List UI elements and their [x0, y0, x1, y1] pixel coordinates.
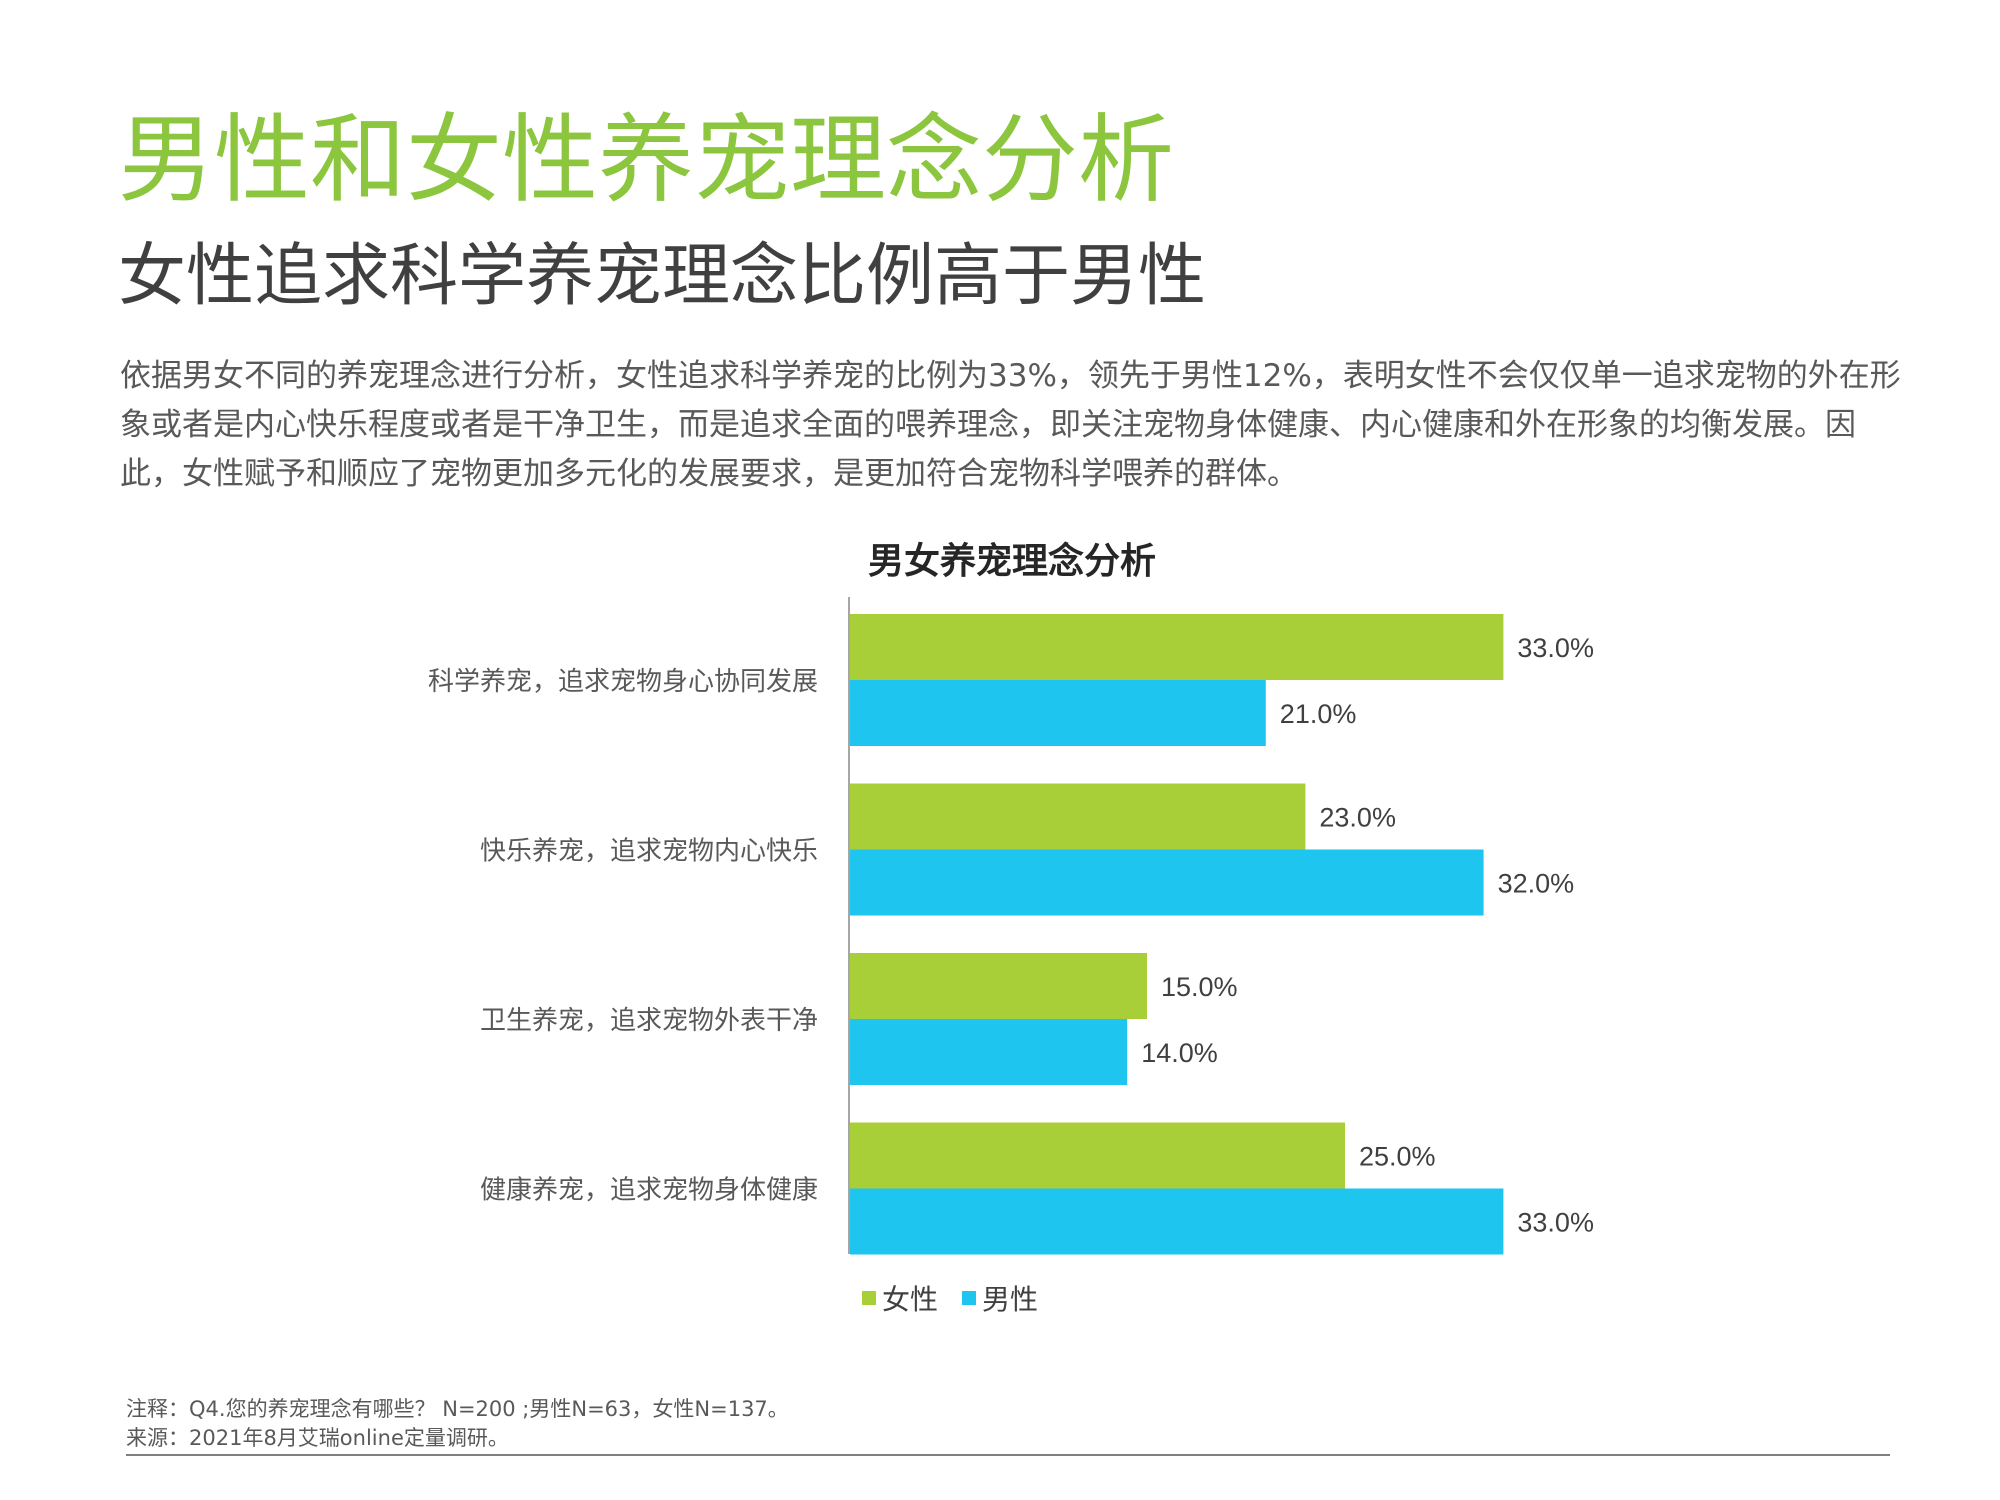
data-label-female: 33.0% — [1517, 633, 1594, 663]
bar-male — [850, 1019, 1128, 1085]
source-text: 来源：2021年8月艾瑞online定量调研。 — [126, 1426, 509, 1450]
category-label: 科学养宠，追求宠物身心协同发展 — [428, 667, 818, 697]
legend-label-female: 女性 — [882, 1283, 939, 1316]
footnote: 注释：Q4.您的养宠理念有哪些？ N=200 ;男性N=63，女性N=137。 … — [126, 1395, 789, 1453]
bar-female — [850, 614, 1504, 680]
category-label: 卫生养宠，追求宠物外表干净 — [480, 1006, 818, 1036]
category-label: 健康养宠，追求宠物身体健康 — [480, 1176, 818, 1206]
legend-swatch-female — [862, 1291, 876, 1305]
bar-female — [850, 1122, 1345, 1189]
bar-male — [850, 849, 1484, 916]
data-label-male: 14.0% — [1141, 1038, 1218, 1068]
summary-paragraph: 依据男女不同的养宠理念进行分析，女性追求科学养宠的比例为33%，领先于男性12%… — [120, 358, 1901, 492]
page-title: 男性和女性养宠理念分析 — [118, 104, 1174, 216]
legend-item-female: 女性 — [862, 1278, 938, 1318]
data-label-male: 21.0% — [1280, 699, 1357, 729]
category-label: 快乐养宠，追求宠物内心快乐 — [480, 837, 818, 867]
bar-male — [850, 1188, 1504, 1255]
note-text: 注释：Q4.您的养宠理念有哪些？ N=200 ;男性N=63，女性N=137。 — [126, 1397, 789, 1421]
page-subtitle: 女性追求科学养宠理念比例高于男性 — [118, 237, 1207, 316]
bar-female — [850, 783, 1306, 850]
data-label-male: 33.0% — [1517, 1208, 1594, 1238]
data-label-female: 23.0% — [1319, 803, 1396, 833]
chart-legend: 女性 男性 — [862, 1278, 1038, 1318]
chart-plot-area: 科学养宠，追求宠物身心协同发展 33.0% 21.0% 快乐养宠，追求宠物内心快乐 23… — [428, 614, 1594, 1255]
bar-male — [850, 680, 1266, 746]
legend-item-male: 男性 — [962, 1278, 1038, 1318]
data-label-male: 32.0% — [1498, 869, 1575, 899]
legend-swatch-male — [962, 1291, 977, 1305]
footer-divider — [126, 1454, 1890, 1456]
bar-female — [850, 953, 1147, 1019]
legend-label-male: 男性 — [982, 1283, 1039, 1316]
data-label-female: 15.0% — [1161, 972, 1238, 1002]
data-label-female: 25.0% — [1359, 1142, 1436, 1172]
chart-title: 男女养宠理念分析 — [868, 540, 1156, 582]
